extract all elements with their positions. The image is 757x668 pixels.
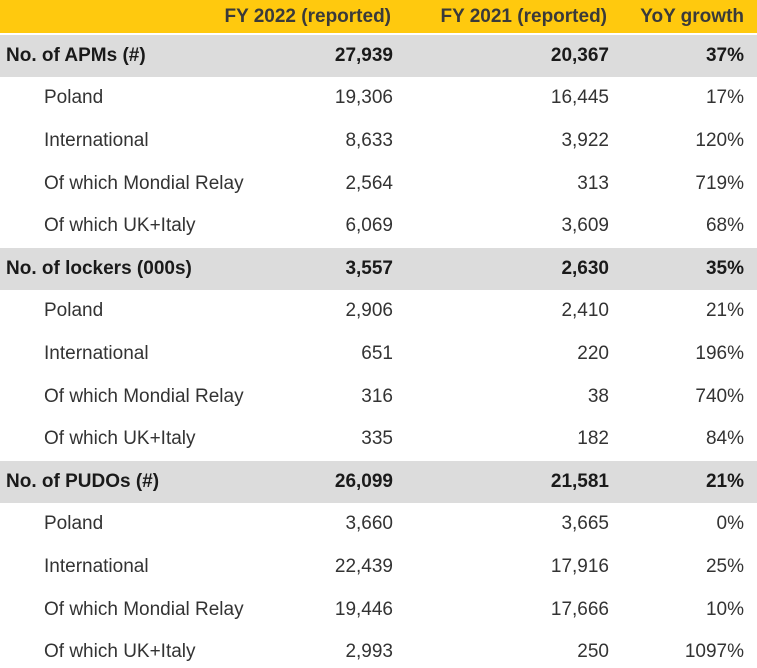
row-label: Of which Mondial Relay	[44, 598, 244, 620]
group-fy2022-value: 26,099	[334, 470, 393, 492]
row-fy2022-value: 3,660	[345, 513, 393, 535]
header-yoy-growth: YoY growth	[640, 5, 744, 27]
row-fy2022-value: 19,306	[334, 87, 393, 109]
group-fy2022-value: 27,939	[334, 44, 393, 66]
row-fy2021-value: 3,609	[561, 215, 609, 237]
group-fy2022-value: 3,557	[345, 257, 393, 279]
row-fy2022-value: 19,446	[334, 598, 393, 620]
group-fy2021-value: 21,581	[550, 470, 609, 492]
row-label: International	[44, 342, 149, 364]
row-yoy-value: 17%	[705, 87, 744, 109]
group-yoy-value: 21%	[705, 470, 744, 492]
row-fy2021-value: 250	[577, 641, 609, 663]
row-label: Of which UK+Italy	[44, 428, 196, 450]
row-yoy-value: 21%	[705, 300, 744, 322]
row-fy2022-value: 8,633	[345, 129, 393, 151]
row-yoy-value: 719%	[695, 172, 744, 194]
group-label: No. of lockers (000s)	[6, 257, 192, 279]
row-fy2021-value: 313	[577, 172, 609, 194]
row-fy2022-value: 335	[361, 428, 393, 450]
table-row: International 8,633 3,922 120%	[0, 120, 757, 163]
row-yoy-value: 84%	[705, 428, 744, 450]
row-yoy-value: 25%	[705, 555, 744, 577]
header-fy2022: FY 2022 (reported)	[224, 5, 391, 27]
table-row: Of which UK+Italy 6,069 3,609 68%	[0, 205, 757, 248]
row-label: Of which UK+Italy	[44, 215, 196, 237]
row-label: International	[44, 555, 149, 577]
row-yoy-value: 10%	[705, 598, 744, 620]
table-group-row: No. of APMs (#) 27,939 20,367 37%	[0, 35, 757, 78]
table-row: Poland 19,306 16,445 17%	[0, 77, 757, 121]
row-yoy-value: 68%	[705, 215, 744, 237]
row-fy2021-value: 38	[587, 385, 609, 407]
row-fy2021-value: 17,916	[550, 555, 609, 577]
table-row: International 651 220 196%	[0, 333, 757, 376]
row-label: International	[44, 129, 149, 151]
row-yoy-value: 740%	[695, 385, 744, 407]
table-row: Of which UK+Italy 335 182 84%	[0, 418, 757, 461]
group-label: No. of APMs (#)	[6, 44, 146, 66]
row-label: Of which Mondial Relay	[44, 385, 244, 407]
row-fy2021-value: 17,666	[550, 598, 609, 620]
group-fy2021-value: 20,367	[550, 44, 609, 66]
row-yoy-value: 120%	[695, 129, 744, 151]
row-fy2022-value: 2,993	[345, 641, 393, 663]
group-label: No. of PUDOs (#)	[6, 470, 160, 492]
row-label: Of which UK+Italy	[44, 641, 196, 663]
row-fy2022-value: 22,439	[334, 555, 393, 577]
table-row: Poland 3,660 3,665 0%	[0, 503, 757, 547]
row-fy2022-value: 316	[361, 385, 393, 407]
header-fy2021: FY 2021 (reported)	[440, 5, 607, 27]
row-fy2022-value: 2,564	[345, 172, 393, 194]
row-fy2021-value: 3,665	[561, 513, 609, 535]
group-yoy-value: 37%	[705, 44, 744, 66]
row-yoy-value: 1097%	[684, 641, 744, 663]
table-row: Of which Mondial Relay 2,564 313 719%	[0, 162, 757, 206]
row-fy2021-value: 3,922	[561, 129, 609, 151]
table-group-row: No. of lockers (000s) 3,557 2,630 35%	[0, 247, 757, 291]
row-fy2021-value: 182	[577, 428, 609, 450]
row-label: Of which Mondial Relay	[44, 172, 244, 194]
row-label: Poland	[44, 300, 104, 322]
row-fy2021-value: 2,410	[561, 300, 609, 322]
table-row: International 22,439 17,916 25%	[0, 546, 757, 589]
table-body: No. of APMs (#) 27,939 20,367 37% Poland 19,3…	[0, 35, 757, 668]
table-group-row: No. of PUDOs (#) 26,099 21,581 21%	[0, 460, 757, 504]
row-fy2022-value: 651	[361, 342, 393, 364]
table-row: Of which UK+Italy 2,993 250 1097%	[0, 631, 757, 668]
row-fy2022-value: 2,906	[345, 300, 393, 322]
row-fy2022-value: 6,069	[345, 215, 393, 237]
table-row: Of which Mondial Relay 19,446 17,666 10%	[0, 588, 757, 632]
table-row: Poland 2,906 2,410 21%	[0, 290, 757, 334]
group-fy2021-value: 2,630	[561, 257, 609, 279]
row-yoy-value: 0%	[716, 513, 744, 535]
row-fy2021-value: 220	[577, 342, 609, 364]
row-yoy-value: 196%	[695, 342, 744, 364]
table-header: FY 2022 (reported) FY 2021 (reported) Yo…	[0, 0, 757, 35]
row-fy2021-value: 16,445	[550, 87, 609, 109]
table-row: Of which Mondial Relay 316 38 740%	[0, 375, 757, 419]
row-label: Poland	[44, 513, 104, 535]
row-label: Poland	[44, 87, 104, 109]
group-yoy-value: 35%	[705, 257, 744, 279]
